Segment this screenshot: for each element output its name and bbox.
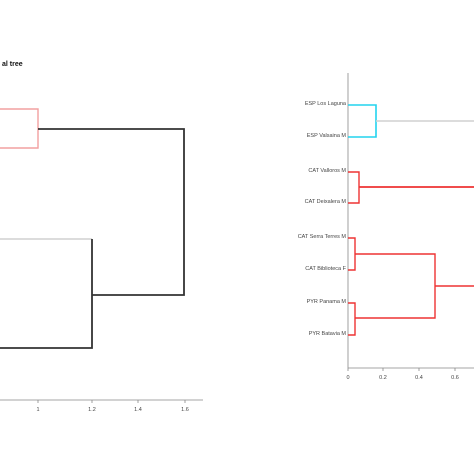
leaf-label: ESP Valsaina M [306,133,346,139]
right-branch-cyan [348,104,377,138]
leaf-label: CAT Biblioteca F [305,266,346,272]
right-branch-red-merge [355,253,436,319]
leaf-label: CAT Deixalera M [304,199,346,205]
right-panel-axes [347,73,474,371]
leaf-label: PYR Panama M [306,299,346,305]
left-branch-black-upper [38,128,185,296]
left-x-tick-label: 1 [36,407,40,413]
left-branch-black-lower [0,239,93,349]
leaf-label: CAT Valloros M [308,168,346,174]
leaf-label: ESP Los Laguna [304,101,346,107]
right-x-tick-label: 0.4 [415,375,423,381]
leaf-label: PYR Batavia M [308,331,346,337]
left-panel-axes [0,399,203,403]
right-branch-red-2 [348,237,356,271]
right-branch-red-3 [348,302,356,336]
right-x-tick-label: 0.6 [451,375,459,381]
left-x-tick-label: 1.4 [134,407,142,413]
left-branch-pink [0,108,39,149]
right-x-tick-label: 0.2 [379,375,387,381]
right-branch-red-1 [348,171,360,204]
leaf-label: CAT Serra Terres M [297,234,346,240]
left-dendrogram [0,108,185,349]
left-x-tick-label: 1.6 [181,407,189,413]
left-x-tick-label: 1.2 [88,407,96,413]
right-dendrogram [348,104,474,336]
right-x-tick-label: 0 [346,375,350,381]
left-panel-title: al tree [2,61,23,68]
